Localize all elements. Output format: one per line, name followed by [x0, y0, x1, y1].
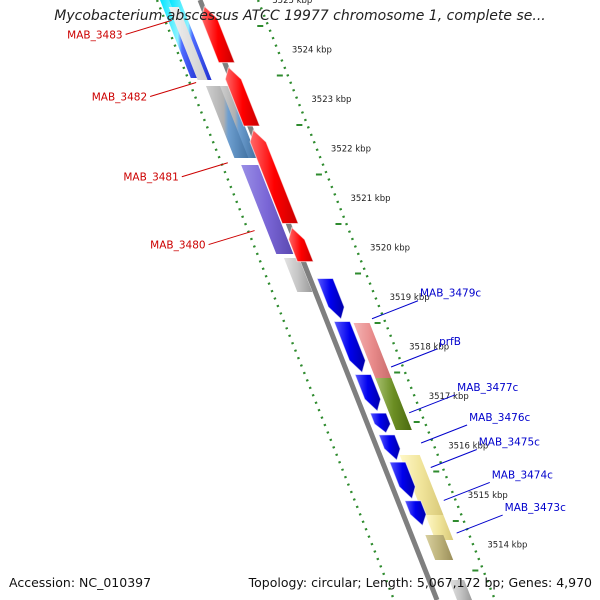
gene-label-leader	[181, 162, 228, 178]
gene-label-leader	[408, 394, 456, 414]
kbp-label: 3521 kbp	[350, 194, 390, 204]
gene-mab-3474c	[388, 461, 416, 500]
kbp-label: 3520 kbp	[370, 244, 410, 254]
gene-label[interactable]: MAB_3483	[67, 29, 122, 41]
gene-label[interactable]: MAB_3482	[92, 92, 147, 104]
kbp-label: 3516 kbp	[448, 442, 488, 452]
feature-track-bar	[425, 535, 454, 560]
feature-track-bar	[399, 455, 444, 515]
ruler-line-right	[256, 0, 497, 600]
gene-labels: MAB_3483 MAB_3482 MAB_3481 MAB_3480 MAB_3479…	[67, 19, 566, 534]
gene-label[interactable]: MAB_3473c	[505, 502, 566, 514]
gene-label[interactable]: prfB	[439, 336, 461, 348]
gene-mab-3473c	[404, 500, 427, 527]
kbp-label: 3518 kbp	[409, 343, 449, 353]
gene-label-leader	[420, 424, 468, 444]
feature-track-bar	[219, 86, 258, 158]
ruler-line-left	[155, 0, 396, 600]
gene-label-leader	[430, 449, 477, 468]
kbp-label: 3522 kbp	[331, 145, 371, 155]
gene-label[interactable]: MAB_3480	[150, 240, 205, 252]
kbp-label: 3514 kbp	[487, 541, 527, 551]
gene-label[interactable]: MAB_3476c	[469, 412, 530, 424]
gene-label-leader	[443, 481, 490, 501]
gene-label[interactable]: MAB_3475c	[479, 436, 540, 448]
gene-label[interactable]: MAB_3481	[123, 172, 178, 184]
kbp-label: 3524 kbp	[292, 46, 332, 56]
kbp-label: 3523 kbp	[311, 95, 351, 105]
feature-track-bar	[205, 86, 251, 158]
feature-track-bar	[449, 580, 472, 600]
kbp-label: 3515 kbp	[468, 491, 508, 501]
gene-mab-3477c	[354, 373, 382, 413]
feature-track-bar	[168, 7, 208, 80]
genome-summary: Topology: circular; Length: 5,067,172 bp…	[248, 575, 592, 590]
feature-track-bar	[241, 165, 294, 254]
gene-label-leader	[125, 19, 172, 35]
gene-label-leader	[390, 348, 438, 368]
kbp-label: 3519 kbp	[390, 293, 430, 303]
gene-label-leader	[371, 300, 419, 320]
gene-track	[200, 5, 427, 527]
gene-label-leader	[149, 82, 197, 98]
gene-mab-3482	[224, 66, 261, 127]
gene-label[interactable]: MAB_3477c	[457, 382, 518, 394]
accession-label: Accession: NC_010397	[9, 575, 152, 590]
gene-mab-3483	[200, 5, 236, 64]
feature-tracks	[160, 0, 472, 600]
gene-mab-3476c	[369, 412, 392, 434]
map-title: Mycobacterium abscessus ATCC 19977 chrom…	[54, 8, 546, 24]
gene-mab-3480	[288, 226, 315, 263]
feature-track-bar	[283, 258, 313, 292]
gene-mab-3475c	[378, 434, 401, 462]
gene-label-leader	[456, 514, 503, 534]
gene-label[interactable]: MAB_3479c	[420, 288, 481, 300]
gene-label[interactable]: MAB_3474c	[492, 469, 553, 481]
kbp-label: 3525 kbp	[272, 0, 312, 6]
gene-label-leader	[208, 230, 255, 246]
gene-mab-3481	[249, 129, 300, 225]
gene-prfb	[333, 321, 366, 374]
feature-track-bar	[425, 515, 454, 540]
feature-track-bar	[353, 323, 393, 380]
feature-track-bar	[375, 378, 412, 430]
gene-mab-3479c	[316, 277, 345, 320]
